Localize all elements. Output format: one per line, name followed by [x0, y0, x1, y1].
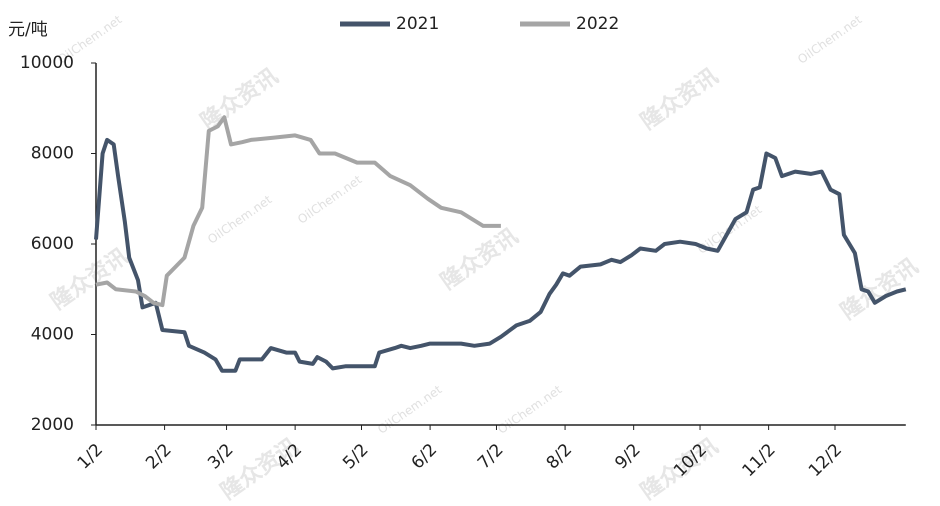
y-tick-label: 8000 [31, 144, 74, 164]
legend-label: 2021 [396, 14, 439, 34]
series-line [95, 115, 501, 308]
x-tick-label: 7/2 [474, 440, 507, 473]
x-tick-label: 8/2 [543, 440, 576, 473]
watermark: OilChem.net [795, 12, 864, 66]
x-tick-label: 12/2 [805, 440, 846, 481]
x-tick-label: 6/2 [408, 440, 441, 473]
watermark: OilChem.net [495, 382, 564, 436]
watermark: OilChem.net [295, 172, 364, 226]
y-tick-label: 10000 [20, 53, 74, 73]
x-tick-label: 3/2 [204, 440, 237, 473]
x-tick-label: 11/2 [739, 440, 780, 481]
x-tick-label: 2/2 [142, 440, 175, 473]
watermark: 隆众资讯 [436, 224, 522, 295]
y-axis-label: 元/吨 [8, 20, 48, 40]
watermark: 隆众资讯 [636, 64, 722, 135]
y-tick-label: 4000 [31, 325, 74, 345]
watermark: 隆众资讯 [46, 244, 132, 315]
watermark: 隆众资讯 [196, 64, 282, 135]
y-tick-label: 6000 [31, 234, 74, 254]
series-line [94, 137, 907, 373]
x-tick-label: 5/2 [339, 440, 372, 473]
legend-label: 2022 [576, 14, 619, 34]
watermark: 隆众资讯 [836, 254, 922, 325]
watermark: OilChem.net [205, 192, 274, 246]
x-tick-label: 9/2 [611, 440, 644, 473]
x-tick-label: 1/2 [74, 440, 107, 473]
y-tick-label: 2000 [31, 415, 74, 435]
watermark: OilChem.net [375, 382, 444, 436]
